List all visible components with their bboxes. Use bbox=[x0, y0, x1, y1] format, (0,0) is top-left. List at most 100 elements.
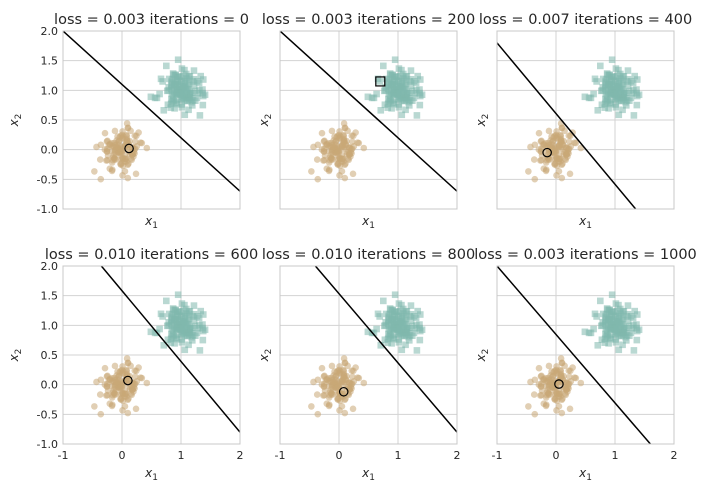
panel-title: loss = 0.010 iterations = 800 bbox=[262, 247, 475, 263]
class1-point bbox=[197, 307, 205, 315]
decision-boundary bbox=[314, 266, 457, 433]
class1-point bbox=[616, 74, 624, 82]
x-axis-label: x1 bbox=[361, 466, 375, 483]
plot-area bbox=[308, 266, 457, 433]
class0-point bbox=[325, 394, 333, 401]
class1-point bbox=[147, 93, 155, 101]
class0-point bbox=[111, 362, 119, 370]
class0-point bbox=[549, 138, 556, 146]
class1-point bbox=[151, 329, 159, 337]
class0-point bbox=[115, 373, 122, 381]
class1-point bbox=[147, 328, 155, 336]
class0-point bbox=[349, 405, 357, 413]
class0-point bbox=[108, 402, 116, 410]
class0-point bbox=[330, 378, 337, 386]
highlighted-sample bbox=[375, 76, 386, 87]
y-axis-label: x2 bbox=[474, 114, 491, 128]
class1-point bbox=[388, 105, 395, 112]
class1-point bbox=[382, 87, 389, 94]
class1-point bbox=[612, 95, 619, 103]
panel-2: loss = 0.003 iterations = 200 x1 x2 bbox=[257, 12, 475, 231]
class0-point bbox=[143, 144, 151, 152]
class1-point bbox=[608, 291, 616, 299]
class0-point bbox=[352, 364, 359, 371]
class0-point bbox=[115, 138, 122, 146]
class1-point bbox=[388, 340, 395, 347]
class1-point bbox=[188, 333, 195, 341]
class0-point bbox=[132, 405, 140, 413]
class0-point bbox=[124, 174, 132, 182]
class1-point bbox=[178, 104, 186, 111]
class1-point bbox=[605, 71, 613, 79]
class0-point bbox=[314, 376, 322, 384]
y-tick-label: 0.0 bbox=[41, 144, 59, 157]
class1-point bbox=[391, 56, 399, 64]
class1-point bbox=[627, 329, 635, 337]
panel-6: loss = 0.003 iterations = 1000 -1 0 1 2 x1 x2 bbox=[474, 247, 697, 483]
class0-point bbox=[349, 170, 357, 178]
class1-point bbox=[602, 312, 609, 320]
class0-point bbox=[341, 124, 349, 132]
class0-point bbox=[127, 390, 135, 397]
class0-point bbox=[563, 144, 571, 152]
class1-point bbox=[608, 313, 616, 320]
class0-point bbox=[143, 379, 151, 387]
class0-point bbox=[101, 381, 109, 388]
class0-point bbox=[137, 139, 144, 146]
y-tick-label: -1.0 bbox=[37, 203, 58, 216]
class1-point bbox=[605, 306, 613, 314]
class0-point bbox=[341, 409, 349, 417]
class1-point bbox=[407, 311, 415, 318]
class1-point bbox=[612, 313, 619, 321]
class1-point bbox=[178, 330, 185, 338]
class1-point bbox=[414, 72, 422, 80]
class1-point bbox=[381, 101, 389, 109]
highlighted-sample bbox=[123, 375, 133, 386]
class1-point bbox=[388, 306, 396, 314]
plot-area bbox=[280, 31, 457, 192]
class1-point bbox=[171, 105, 178, 112]
class1-point bbox=[633, 324, 640, 332]
class0-point bbox=[325, 159, 333, 166]
class0-point bbox=[327, 151, 335, 158]
class1-point bbox=[616, 309, 624, 317]
class0-point bbox=[318, 129, 326, 137]
decision-boundary bbox=[280, 31, 457, 192]
axes-frame bbox=[62, 30, 241, 210]
class1-point bbox=[395, 95, 402, 103]
class0-point bbox=[542, 394, 550, 401]
class0-point bbox=[556, 377, 563, 385]
class1-point bbox=[182, 74, 190, 82]
class1-point bbox=[633, 86, 640, 93]
class1-point bbox=[389, 99, 397, 106]
x-tick-label: 0 bbox=[553, 449, 560, 462]
class1-point bbox=[585, 329, 593, 337]
y-axis-label: x2 bbox=[7, 349, 24, 363]
class1-point bbox=[160, 341, 168, 349]
class1-point bbox=[193, 329, 201, 337]
class1-point bbox=[397, 319, 404, 327]
plot-area bbox=[497, 42, 643, 209]
class1-point bbox=[407, 67, 415, 74]
class0-point bbox=[561, 390, 569, 397]
class1-point bbox=[380, 62, 387, 70]
class1-point bbox=[199, 336, 207, 344]
class1-point bbox=[197, 72, 205, 80]
class1-point bbox=[168, 316, 175, 324]
class1-point bbox=[391, 291, 399, 299]
class0-point bbox=[566, 170, 574, 178]
class1-point bbox=[404, 89, 411, 97]
x-tick-label: 2 bbox=[237, 449, 244, 462]
class0-point bbox=[135, 129, 142, 136]
class1-point bbox=[178, 78, 185, 86]
class0-point bbox=[318, 364, 326, 372]
class1-point bbox=[398, 346, 406, 354]
class1-point bbox=[168, 98, 176, 105]
class1-point bbox=[176, 90, 184, 98]
class0-point bbox=[346, 144, 354, 152]
class1-point bbox=[630, 347, 638, 354]
class1-point bbox=[190, 67, 198, 74]
class0-point bbox=[535, 146, 543, 153]
class1-point bbox=[187, 89, 194, 97]
class1-point bbox=[159, 78, 166, 85]
